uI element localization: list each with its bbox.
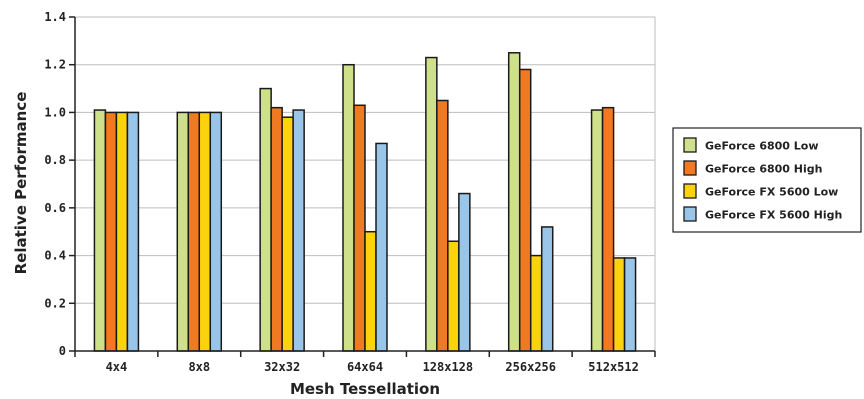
legend-label: GeForce 6800 Low [705,140,819,153]
bar [529,254,543,352]
bar [115,111,129,352]
x-tick-label: 512x512 [588,360,639,374]
bars [93,52,637,352]
bar [93,109,107,352]
bar [281,116,294,352]
bar [447,240,460,352]
y-axis-title: Relative Performance [12,92,30,275]
y-tick-label: 1.4 [44,10,66,24]
legend: GeForce 6800 Low GeForce 6800 High GeForce… [672,127,862,233]
bar [540,226,554,352]
x-tick-label: 32x32 [264,360,300,374]
y-tick-label: 0.6 [44,201,66,215]
legend-label: GeForce FX 5600 Low [705,186,838,199]
y-tick-label: 0.8 [44,153,66,167]
bar [126,111,140,352]
y-tick-label: 0.2 [44,296,66,310]
x-tick-label: 64x64 [347,360,383,374]
x-tick-label: 4x4 [106,360,128,374]
bar [259,87,272,352]
x-tick-labels: 4x4 8x8 32x32 64x64 128x128 256x256 512x512 [106,360,639,374]
bar [209,111,223,352]
bar [353,104,366,352]
x-tick-label: 8x8 [188,360,210,374]
bar [104,111,118,352]
y-tick-label: 1.2 [44,58,66,72]
bar [612,257,626,352]
legend-box [672,127,862,233]
x-axis-title: Mesh Tessellation [290,380,440,398]
bar [601,106,615,352]
legend-label: GeForce FX 5600 High [705,209,842,222]
bar [270,106,283,352]
x-tick-label: 256x256 [505,360,556,374]
legend-label: GeForce 6800 High [705,163,822,176]
bar [375,142,388,352]
bar [425,56,438,352]
y-tick-labels: 0 0.2 0.4 0.6 0.8 1.0 1.2 1.4 [44,10,66,358]
legend-swatch [683,137,697,153]
bar [458,192,471,352]
y-tick-label: 0.4 [44,249,66,263]
axes [69,16,656,357]
bar [364,230,377,352]
bar [187,111,201,352]
bar [436,99,449,352]
bar [623,257,637,352]
bar [198,111,212,352]
bar [590,109,604,352]
bar [292,109,305,352]
legend-swatch [683,183,697,199]
legend-swatch [683,160,697,176]
legend-swatch [683,206,697,222]
y-tick-label: 1.0 [44,105,66,119]
y-tick-label: 0 [59,344,66,358]
bar [176,111,190,352]
x-tick-label: 128x128 [423,360,474,374]
bar [518,68,532,352]
bar [342,63,355,352]
bar [507,52,521,352]
